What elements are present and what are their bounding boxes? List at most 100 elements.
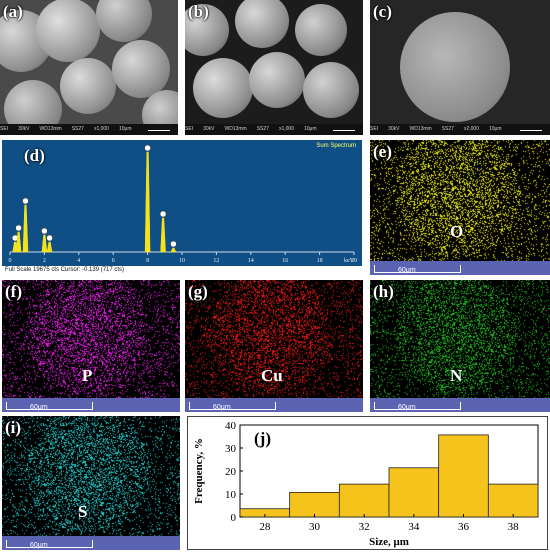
panel-label: (g) — [188, 282, 208, 301]
spectrum-peak — [15, 231, 22, 253]
map-footer: 60μm — [2, 536, 180, 550]
panel-label: (h) — [373, 282, 394, 301]
x-tick-label: 10 — [179, 258, 185, 264]
element-map-n: (h) N 60μm — [370, 280, 550, 412]
peak-marker — [22, 197, 29, 205]
histogram-bar — [289, 491, 340, 518]
x-axis-label: Size, μm — [369, 536, 409, 548]
microsphere — [60, 58, 116, 114]
x-tick-label: 32 — [359, 521, 370, 533]
spectrum-peak — [160, 217, 166, 253]
x-tick-label: 36 — [458, 521, 470, 533]
x-axis-unit: keV — [344, 258, 355, 264]
spectrum-peak — [46, 241, 53, 253]
x-tick-label: 0 — [9, 258, 12, 264]
map-footer: 60μm — [185, 398, 363, 412]
x-tick-label: 14 — [248, 258, 254, 264]
peak-marker — [170, 240, 177, 248]
panel-label: (f) — [5, 282, 22, 301]
panel-label: (i) — [5, 418, 22, 437]
microsphere — [96, 0, 152, 42]
sem-magnification: x1,000 — [93, 126, 109, 132]
sem-info-bar: SEI 30kV WD13mm SS27 x2,000 10μm — [370, 124, 550, 135]
peak-marker — [15, 224, 22, 232]
scale-bar — [520, 130, 542, 131]
sem-info-bar: SEI 30kV WD13mm SS27 x1,000 10μm — [185, 124, 363, 135]
panel-label: (e) — [373, 142, 392, 161]
scale-text: 60μm — [398, 267, 416, 274]
y-tick-label: 30 — [225, 443, 237, 455]
peak-marker — [41, 227, 48, 235]
peak-marker — [159, 210, 167, 218]
panel-label: (j) — [254, 429, 271, 448]
map-footer: 60μm — [370, 398, 550, 412]
element-map-image — [370, 280, 550, 398]
panel-label: (d) — [24, 146, 45, 165]
sum-spectrum-label: Sum Spectrum — [316, 143, 356, 149]
histogram-bar — [338, 483, 390, 518]
microsphere — [400, 12, 510, 122]
histogram-bar — [438, 434, 489, 518]
peak-marker — [144, 144, 151, 152]
microsphere — [185, 4, 229, 56]
element-map-s: (i) S 60μm — [2, 416, 180, 550]
peak-marker — [46, 234, 53, 242]
element-map-p: (f) P 60μm — [2, 280, 180, 412]
element-symbol: P — [82, 366, 93, 385]
y-tick-label: 40 — [225, 420, 237, 432]
size-histogram-panel: 28 30 32 34 36 38 0 10 20 30 40 Size, μm Frequency, … — [187, 416, 548, 550]
sem-panel-c: (c) SEI 30kV WD13mm SS27 x2,000 10μm — [370, 0, 550, 135]
sem-detector: SEI — [185, 126, 194, 132]
map-footer: 60μm — [370, 261, 550, 275]
map-footer: 60μm — [2, 398, 180, 412]
spectrum-peak — [144, 151, 151, 253]
panel-label: (a) — [3, 2, 23, 21]
sem-panel-a: (a) SEI 30kV WD13mm SS27 x1,000 10μm — [0, 0, 178, 135]
x-tick-label: 20 — [351, 258, 357, 264]
x-tick-label: 12 — [213, 258, 219, 264]
element-map-image — [2, 416, 180, 536]
sem-detector: SEI — [370, 126, 379, 132]
element-symbol: Cu — [261, 366, 283, 385]
y-tick-label: 10 — [225, 489, 237, 501]
element-symbol: N — [450, 366, 463, 385]
x-tick-label: 2 — [43, 258, 46, 264]
element-map-image — [2, 280, 180, 398]
microsphere — [295, 4, 347, 56]
sem-magnification: x1,000 — [278, 126, 294, 132]
sem-spot-size: SS27 — [256, 126, 269, 132]
spectrum-peak — [22, 204, 29, 253]
histogram-bar — [388, 467, 440, 518]
sem-voltage: 30kV — [18, 126, 30, 132]
size-histogram-chart: 28 30 32 34 36 38 0 10 20 30 40 Size, μm Frequency, … — [193, 420, 539, 548]
x-tick-label: 8 — [146, 258, 149, 264]
sem-magnification: x2,000 — [463, 126, 479, 132]
microsphere — [303, 62, 359, 118]
sem-working-distance: WD13mm — [39, 126, 62, 132]
y-tick-label: 20 — [225, 466, 237, 478]
sem-panel-b: (b) SEI 30kV WD13mm SS27 x1,000 10μm — [185, 0, 363, 135]
sem-scale-text: 10μm — [303, 126, 317, 132]
microsphere — [36, 0, 100, 62]
sem-voltage: 30kV — [388, 126, 400, 132]
sem-info-bar: SEI 30kV WD13mm SS27 x1,000 10μm — [0, 124, 178, 135]
scale-bar — [374, 265, 461, 273]
element-symbol: S — [78, 502, 88, 521]
microsphere — [193, 58, 253, 118]
microsphere — [112, 40, 170, 98]
scale-text: 60μm — [30, 404, 48, 411]
histogram-bar — [487, 483, 539, 518]
scale-bar — [6, 402, 93, 410]
scale-bar — [374, 402, 461, 410]
sem-spot-size: SS27 — [441, 126, 454, 132]
scale-bar — [333, 130, 355, 131]
spectrum-peak — [41, 234, 48, 253]
sem-detector: SEI — [0, 126, 9, 132]
sem-scale-text: 10μm — [118, 126, 132, 132]
y-axis-label: Frequency, % — [193, 438, 205, 504]
scale-text: 60μm — [30, 542, 48, 549]
panel-label: (c) — [373, 2, 392, 21]
scale-bar — [148, 130, 170, 131]
sem-voltage: 30kV — [203, 126, 215, 132]
